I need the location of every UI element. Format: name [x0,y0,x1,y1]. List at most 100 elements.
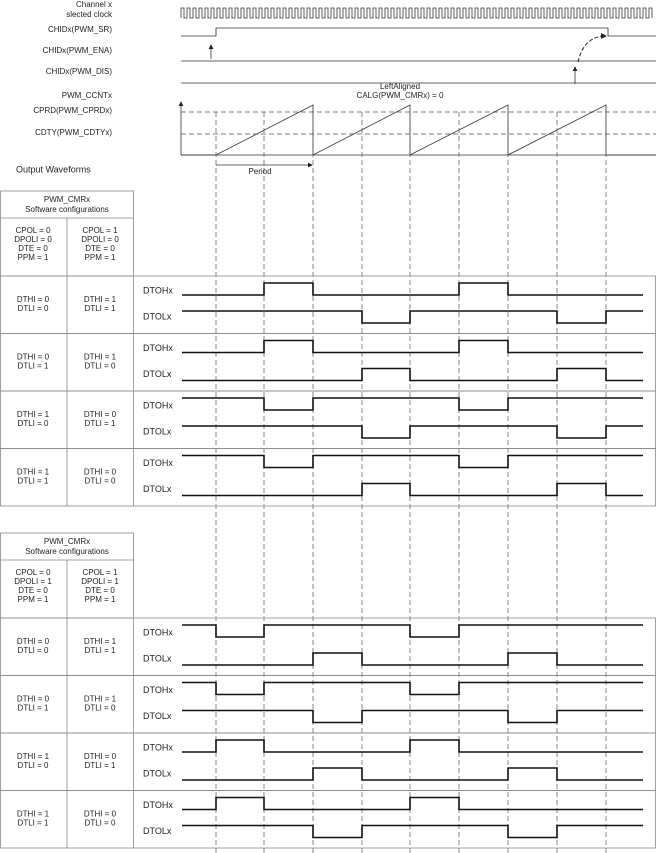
dtoh-wave [182,282,643,296]
counter-sawtooth [181,104,656,156]
label: PWM_CMRx [44,195,90,204]
label: CHIDx(PWM_SR) [48,25,112,34]
label: LeftAligned [380,82,420,91]
dtoh-wave [182,339,643,354]
label: DTHI = 1 [17,468,50,477]
label: PWM_CCNTx [62,91,112,100]
dtol-wave [182,767,643,781]
label: DTE = 0 [18,586,48,595]
label: Software configurations [25,547,109,556]
label: DTOHx [143,400,173,410]
label: DTHI = 0 [17,295,50,304]
label: DTLI = 1 [85,761,116,770]
label: DTOLx [143,826,172,836]
label: DTLI = 0 [85,819,116,828]
label: DTHI = 1 [84,637,117,646]
dtol-wave [182,482,643,497]
label: CPOL = 0 [15,226,51,235]
label: DTOLx [143,484,172,494]
label: DTOHx [143,800,173,810]
label: DTLI = 1 [85,646,116,655]
label: DTLI = 0 [85,477,116,486]
label: DTOLx [143,768,172,778]
label: DTOHx [143,742,173,752]
label: CHIDx(PWM_DIS) [46,67,113,76]
label: DTLI = 0 [18,646,49,655]
label: DTE = 0 [18,244,48,253]
label: DTOHx [143,458,173,468]
label: PPM = 1 [85,595,116,604]
label: DTOHx [143,343,173,353]
label: DTLI = 0 [18,419,49,428]
label: DTHI = 0 [84,410,117,419]
label: DTLI = 1 [85,419,116,428]
dtoh-wave [182,681,643,696]
label: DPOLI = 1 [14,577,52,586]
label: DTHI = 0 [17,353,50,362]
label: CALG(PWM_CMRx) = 0 [357,91,444,100]
label: DTOLx [143,369,172,379]
dtoh-wave [182,397,643,411]
dtol-wave [182,310,643,324]
label: DTHI = 0 [17,695,50,704]
label: DPOLI = 1 [81,577,119,586]
label: DTHI = 1 [84,695,117,704]
label: DTHI = 0 [84,468,117,477]
dtol-wave [182,652,643,666]
label: Period [248,167,271,176]
label: DTLI = 0 [85,704,116,713]
label: DTLI = 1 [18,819,49,828]
label: DTHI = 0 [84,752,117,761]
label: PPM = 1 [85,253,116,262]
label: DTLI = 1 [18,704,49,713]
sr-wave [181,27,656,37]
dtol-wave [182,367,643,382]
label: PPM = 1 [18,253,49,262]
label: CPOL = 0 [15,568,51,577]
label: DTLI = 1 [18,477,49,486]
label: CDTY(PWM_CDTYx) [35,128,112,137]
label: DTLI = 0 [18,304,49,313]
label: DTOLx [143,311,172,321]
label: DTLI = 0 [85,362,116,371]
dtol-wave [182,824,643,839]
label: DTHI = 1 [17,810,50,819]
label: DTE = 0 [85,244,115,253]
label: PPM = 1 [18,595,49,604]
label: CPRD(PWM_CPRDx) [33,106,112,115]
label: CHIDx(PWM_ENA) [43,46,113,55]
label: CPOL = 1 [82,226,118,235]
label: DTHI = 1 [17,752,50,761]
dtoh-wave [182,624,643,638]
label: DTOLx [143,711,172,721]
label: DTE = 0 [85,586,115,595]
label: DTHI = 1 [84,295,117,304]
label: Output Waveforms [16,164,91,174]
clock-wave [180,7,653,19]
dtoh-wave [182,454,643,469]
curve-arrow [577,33,607,63]
label: DTHI = 0 [84,810,117,819]
label: DTHI = 1 [84,353,117,362]
label: DTOHx [143,627,173,637]
label: Software configurations [25,205,109,214]
label: DTOLx [143,426,172,436]
dtoh-wave [182,796,643,811]
label: Channel x [76,0,112,9]
label: DTHI = 1 [17,410,50,419]
label: DTHI = 0 [17,637,50,646]
label: PWM_CMRx [44,537,90,546]
label: DTOLx [143,653,172,663]
dtoh-wave [182,739,643,753]
label: DTOHx [143,685,173,695]
label: DTLI = 0 [18,761,49,770]
label: DPOLI = 0 [81,235,119,244]
label: DTLI = 1 [18,362,49,371]
label: DTOHx [143,285,173,295]
label: DTLI = 1 [85,304,116,313]
label: CPOL = 1 [82,568,118,577]
label: slected clock [66,10,113,19]
label: DPOLI = 0 [14,235,52,244]
dtol-wave [182,709,643,724]
